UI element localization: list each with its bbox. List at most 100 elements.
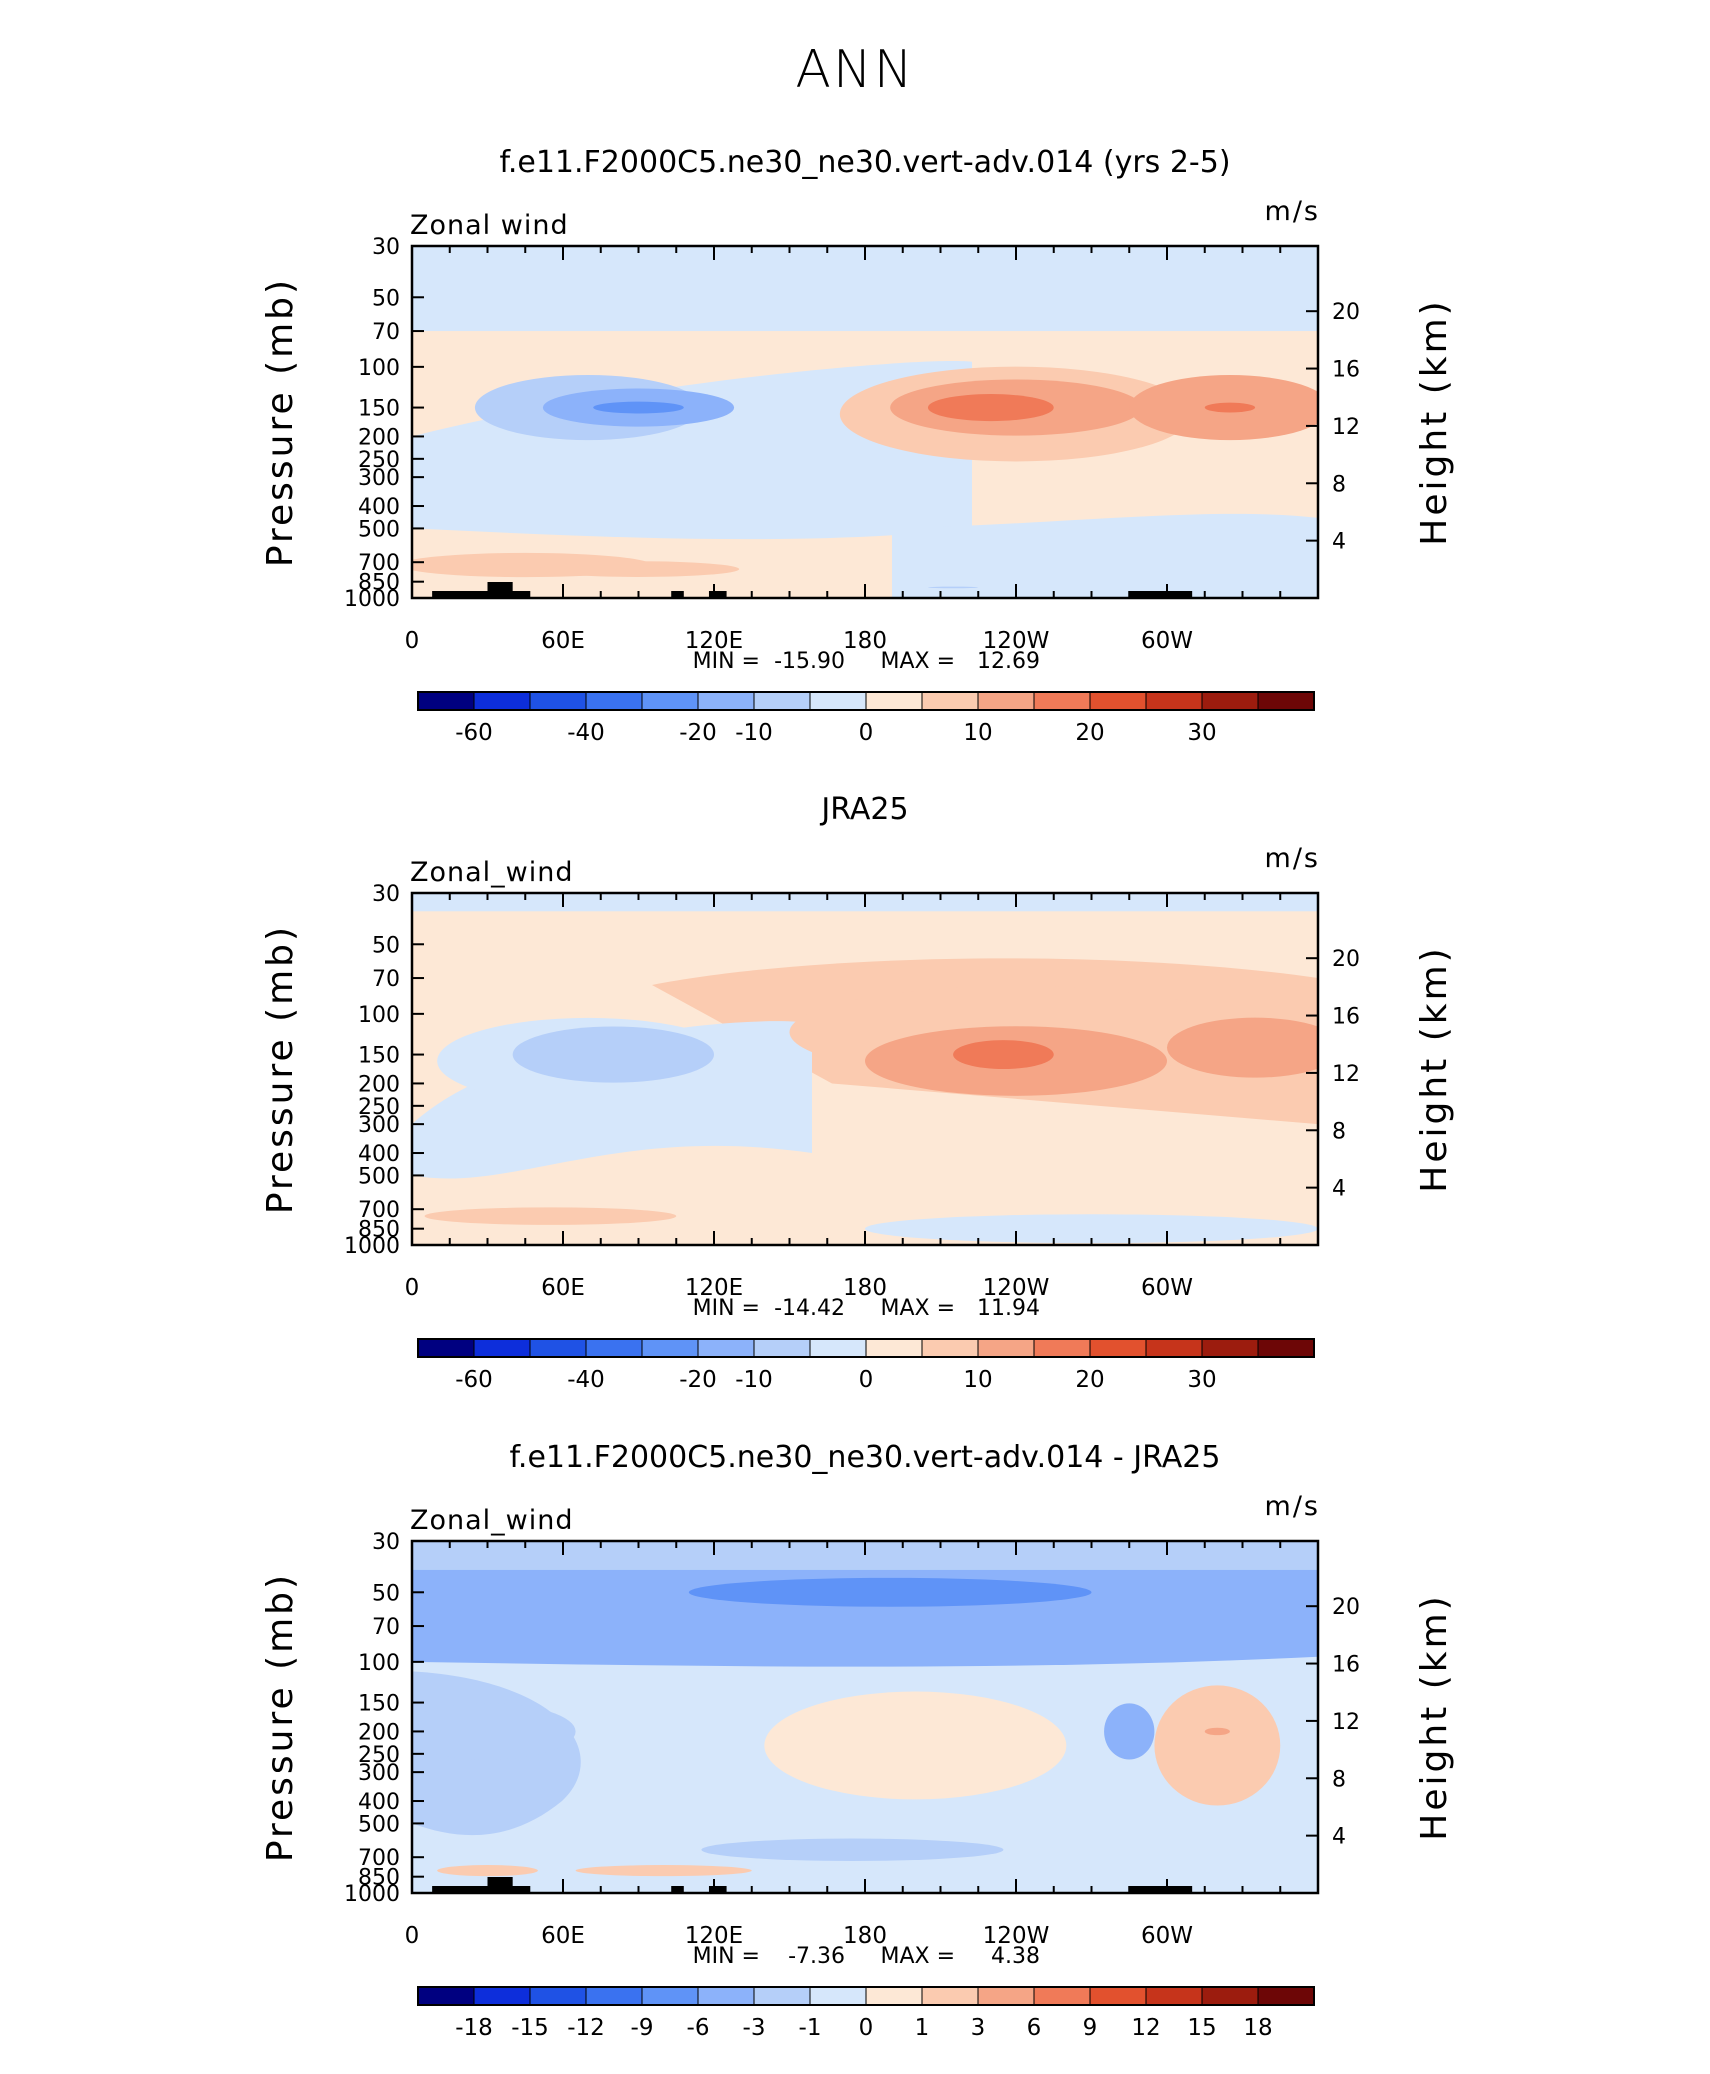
colorbar-label: 10 [963,720,992,746]
y-tick-label: 30 [372,1530,400,1555]
x-tick-label: 60E [541,1275,585,1301]
contour-region [701,1838,1004,1861]
y-right-tick-label: 20 [1332,947,1360,972]
topography-mask [432,1886,531,1893]
y-tick-label: 500 [358,1164,400,1189]
max-label: MAX = [880,1944,955,1969]
topography-mask [671,591,684,598]
colorbar-swatch [529,691,587,711]
colorbar-label: 18 [1243,2015,1272,2041]
colorbar-swatch [697,1338,755,1358]
colorbar-label: 0 [859,1367,874,1393]
colorbar-swatch [865,691,923,711]
min-value: -15.90 [774,649,845,674]
colorbar-swatch [1089,691,1147,711]
colorbar-swatch [1257,1338,1315,1358]
y-tick-label: 30 [372,882,400,907]
y-right-tick-label: 12 [1332,1710,1360,1735]
plot-area [412,893,1318,1245]
colorbar-label: -20 [679,720,717,746]
y-axis-title: Pressure (mb) [260,924,301,1214]
colorbar-swatch [529,1986,587,2006]
x-tick-label: 120W [983,1923,1050,1949]
x-tick-label: 180 [843,1923,887,1949]
y-tick-label: 700 [358,551,400,576]
colorbar-label: 12 [1131,2015,1160,2041]
colorbar-label: -9 [631,2015,654,2041]
y-tick-label: 700 [358,1198,400,1223]
colorbar-swatch [585,691,643,711]
colorbar-label: 0 [859,2015,874,2041]
y-tick-label: 1000 [344,1234,400,1259]
contour-region [1104,1703,1155,1760]
y-tick-label: 250 [358,1743,400,1768]
y-right-tick-label: 16 [1332,358,1360,383]
min-value: -14.42 [774,1296,845,1321]
max-value: 12.69 [977,649,1040,674]
plot-area [412,246,1318,598]
y-tick-label: 500 [358,1812,400,1837]
contour-region [1167,1017,1318,1078]
y-tick-label: 200 [358,1720,400,1745]
contour-region [424,1207,677,1225]
colorbar-swatch [977,1986,1035,2006]
colorbar-label: -6 [687,2015,710,2041]
x-tick-label: 120E [685,628,743,654]
contour-region [1154,1685,1281,1806]
y-right-tick-label: 8 [1332,1767,1346,1792]
contour-region [537,561,740,577]
x-tick-label: 120E [685,1923,743,1949]
colorbar-label: -3 [743,2015,766,2041]
y-tick-label: 300 [358,1113,400,1138]
max-label: MAX = [880,1296,955,1321]
y-tick-label: 200 [358,425,400,450]
colorbar-label: -1 [799,2015,822,2041]
x-tick-label: 120W [983,1275,1050,1301]
chart-title: f.e11.F2000C5.ne30_ne30.vert-adv.014 - J… [510,1440,1221,1475]
y-tick-label: 70 [372,320,400,345]
chart-title: JRA25 [819,792,908,827]
y-tick-label: 200 [358,1072,400,1097]
max-label: MAX = [880,649,955,674]
y-axis-title: Pressure (mb) [260,1572,301,1862]
colorbar-swatch [641,691,699,711]
units-label: m/s [1265,1491,1320,1522]
x-tick-label: 0 [405,1275,420,1301]
colorbar-label: 0 [859,720,874,746]
colorbar-swatch [921,691,979,711]
colorbar-swatch [921,1986,979,2006]
y-right-axis-title: Height (km) [1414,945,1455,1192]
y-right-axis-title: Height (km) [1414,1593,1455,1840]
chart-panel-2: JRA25 Zonal_wind m/s 0 60E 120E 180 120W 60W 30 50… [260,792,1455,1393]
y-right-tick-label: 4 [1332,1825,1346,1850]
negative-region [412,361,972,540]
y-right-tick-label: 8 [1332,1119,1346,1144]
colorbar-label: 1 [915,2015,930,2041]
plot-area [412,1541,1318,1893]
min-label: MIN = [693,1296,760,1321]
page-title: ANN [795,40,915,100]
y-tick-label: 400 [358,1790,400,1815]
colorbar-swatch [585,1986,643,2006]
colorbar-label: -60 [455,1367,493,1393]
colorbar-swatch [473,1338,531,1358]
variable-label: Zonal wind [410,210,569,241]
colorbar-swatch [1033,1986,1091,2006]
y-tick-label: 250 [358,448,400,473]
y-tick-label: 850 [358,1218,400,1243]
y-right-tick-label: 16 [1332,1653,1360,1678]
units-label: m/s [1265,843,1320,874]
contour-region [593,401,684,414]
colorbar-label: 30 [1187,720,1216,746]
y-tick-label: 100 [358,1003,400,1028]
colorbar-label: -15 [511,2015,549,2041]
y-tick-label: 300 [358,1761,400,1786]
colorbar-frame [417,1986,1315,2006]
colorbar-label: -40 [567,1367,605,1393]
upper-band [412,1569,1318,1667]
colorbar-swatch [1257,1986,1315,2006]
colorbar-swatch [1033,1338,1091,1358]
colorbar-swatch [641,1338,699,1358]
y-tick-label: 500 [358,517,400,542]
y-tick-label: 850 [358,1866,400,1891]
